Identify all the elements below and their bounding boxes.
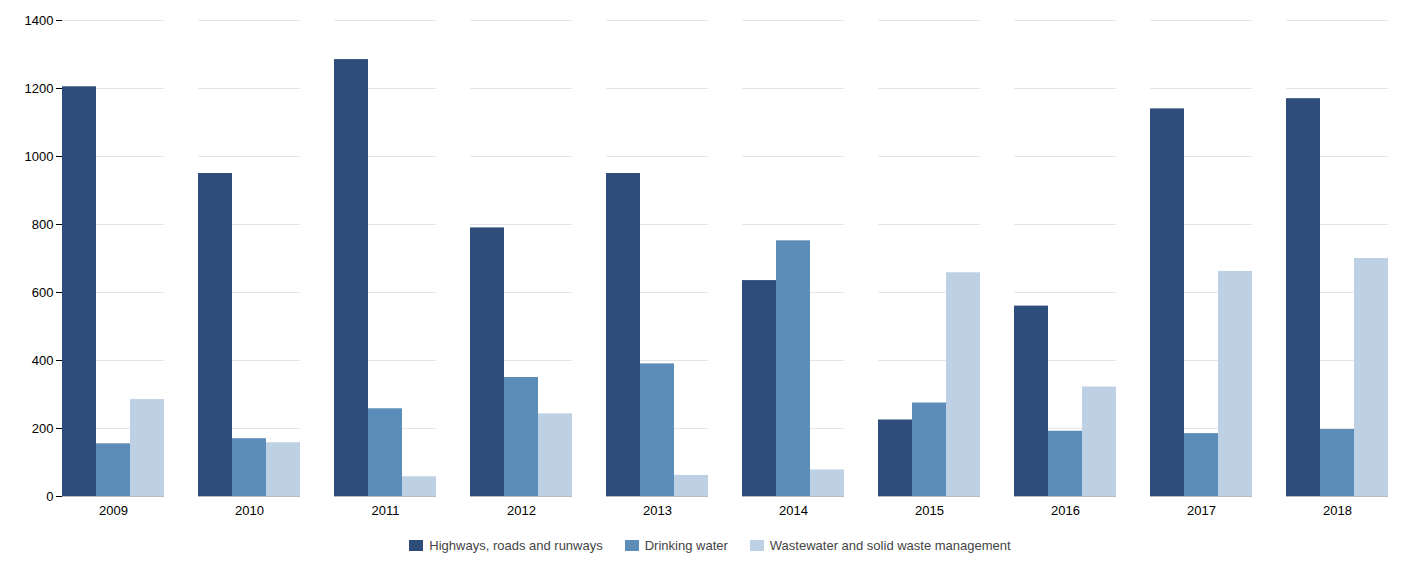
svg-text:2015: 2015: [915, 503, 944, 518]
svg-text:2017: 2017: [1187, 503, 1216, 518]
svg-text:2010: 2010: [235, 503, 264, 518]
svg-text:2018: 2018: [1323, 503, 1352, 518]
svg-text:400: 400: [32, 353, 54, 368]
svg-text:2014: 2014: [779, 503, 808, 518]
svg-text:2009: 2009: [99, 503, 128, 518]
svg-text:800: 800: [32, 217, 54, 232]
svg-text:200: 200: [32, 421, 54, 436]
svg-text:600: 600: [32, 285, 54, 300]
svg-text:1400: 1400: [25, 13, 54, 28]
svg-text:2013: 2013: [643, 503, 672, 518]
svg-text:0: 0: [46, 489, 53, 504]
svg-text:2012: 2012: [507, 503, 536, 518]
svg-text:1200: 1200: [25, 81, 54, 96]
html-text:Highways, roads and runways: Highways, roads and runways: [429, 538, 603, 553]
svg-text:1000: 1000: [25, 149, 54, 164]
svg-text:2011: 2011: [372, 503, 400, 518]
svg-text:2016: 2016: [1051, 503, 1080, 518]
html-text:Wastewater and solid waste man: Wastewater and solid waste management: [769, 538, 1011, 553]
html-text:Drinking water: Drinking water: [644, 538, 728, 553]
